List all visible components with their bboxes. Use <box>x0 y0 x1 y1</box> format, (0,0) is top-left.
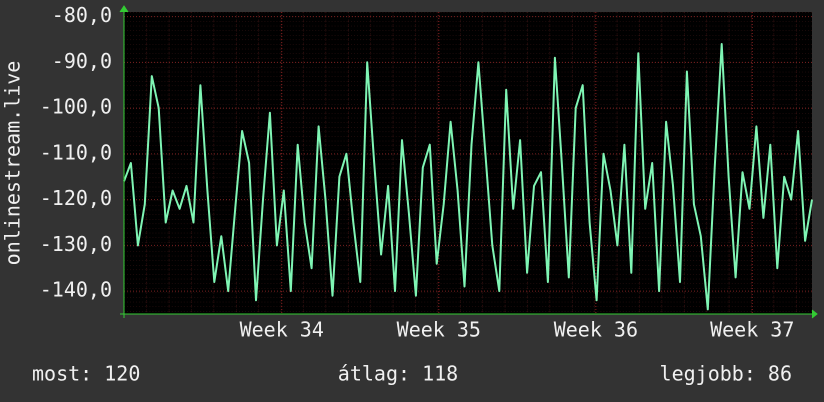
y-axis-label: onlinestream.live <box>1 61 25 266</box>
y-tick-label: -80,0 <box>52 3 112 27</box>
y-tick-label: -130,0 <box>40 232 112 256</box>
y-tick-label: -100,0 <box>40 95 112 119</box>
footer-best: legjobb: 86 <box>660 362 792 386</box>
x-tick-label: Week 35 <box>397 318 481 342</box>
footer-current: most: 120 <box>32 362 140 386</box>
y-tick-label: -90,0 <box>52 49 112 73</box>
y-tick-label: -120,0 <box>40 186 112 210</box>
series-line <box>123 43 813 311</box>
x-tick-label: Week 34 <box>240 318 324 342</box>
y-tick-label: -140,0 <box>40 278 112 302</box>
footer-average: átlag: 118 <box>338 362 458 386</box>
x-tick-label: Week 37 <box>710 318 794 342</box>
x-tick-label: Week 36 <box>554 318 638 342</box>
grid <box>124 12 812 314</box>
plot <box>123 43 813 311</box>
axes <box>119 5 818 319</box>
y-tick-label: -110,0 <box>40 140 112 164</box>
